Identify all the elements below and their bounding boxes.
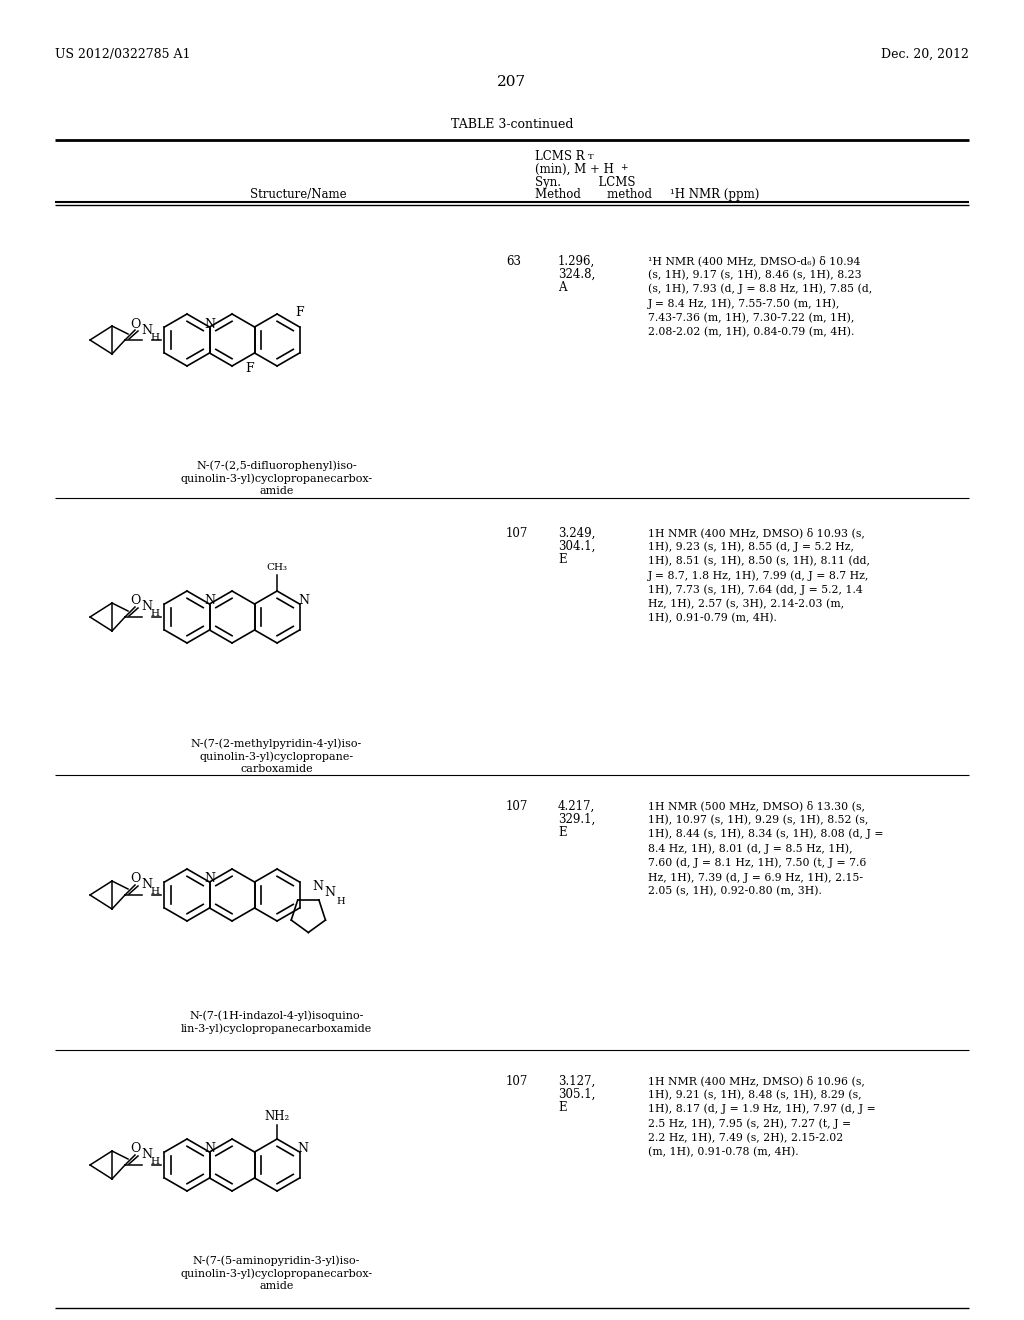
Text: N: N <box>204 1143 215 1155</box>
Text: NH₂: NH₂ <box>264 1110 290 1123</box>
Text: N: N <box>141 879 153 891</box>
Text: 1H NMR (400 MHz, DMSO) δ 10.93 (s,
1H), 9.23 (s, 1H), 8.55 (d, J = 5.2 Hz,
1H), : 1H NMR (400 MHz, DMSO) δ 10.93 (s, 1H), … <box>648 527 870 623</box>
Text: H: H <box>151 610 160 619</box>
Text: E: E <box>558 1101 566 1114</box>
Text: N: N <box>141 323 153 337</box>
Text: 305.1,: 305.1, <box>558 1088 595 1101</box>
Text: H: H <box>151 1158 160 1167</box>
Text: N: N <box>141 601 153 614</box>
Text: A: A <box>558 281 566 294</box>
Text: 107: 107 <box>506 1074 528 1088</box>
Text: N-(7-(2-methylpyridin-4-yl)iso-: N-(7-(2-methylpyridin-4-yl)iso- <box>190 738 362 748</box>
Text: 207: 207 <box>498 75 526 88</box>
Text: O: O <box>130 318 140 330</box>
Text: 3.127,: 3.127, <box>558 1074 595 1088</box>
Text: amide: amide <box>259 486 294 496</box>
Text: N: N <box>141 1148 153 1162</box>
Text: TABLE 3-continued: TABLE 3-continued <box>451 117 573 131</box>
Text: ¹H NMR (ppm): ¹H NMR (ppm) <box>670 187 760 201</box>
Text: 4.217,: 4.217, <box>558 800 595 813</box>
Text: (min), M + H: (min), M + H <box>535 162 613 176</box>
Text: 107: 107 <box>506 800 528 813</box>
Text: N-(7-(5-aminopyridin-3-yl)iso-: N-(7-(5-aminopyridin-3-yl)iso- <box>193 1255 360 1266</box>
Text: O: O <box>130 1143 140 1155</box>
Text: E: E <box>558 826 566 840</box>
Text: 1H NMR (400 MHz, DMSO) δ 10.96 (s,
1H), 9.21 (s, 1H), 8.48 (s, 1H), 8.29 (s,
1H): 1H NMR (400 MHz, DMSO) δ 10.96 (s, 1H), … <box>648 1074 876 1156</box>
Text: F: F <box>245 363 254 375</box>
Text: +: + <box>620 162 628 172</box>
Text: 3.249,: 3.249, <box>558 527 595 540</box>
Text: quinolin-3-yl)cyclopropanecarbox-: quinolin-3-yl)cyclopropanecarbox- <box>180 1269 373 1279</box>
Text: Method       method: Method method <box>535 187 652 201</box>
Text: 1H NMR (500 MHz, DMSO) δ 13.30 (s,
1H), 10.97 (s, 1H), 9.29 (s, 1H), 8.52 (s,
1H: 1H NMR (500 MHz, DMSO) δ 13.30 (s, 1H), … <box>648 800 884 896</box>
Text: O: O <box>130 594 140 607</box>
Text: Dec. 20, 2012: Dec. 20, 2012 <box>881 48 969 61</box>
Text: 324.8,: 324.8, <box>558 268 595 281</box>
Text: 107: 107 <box>506 527 528 540</box>
Text: H: H <box>151 333 160 342</box>
Text: H: H <box>336 898 345 906</box>
Text: N: N <box>297 1143 308 1155</box>
Text: O: O <box>130 873 140 886</box>
Text: 1.296,: 1.296, <box>558 255 595 268</box>
Text: N: N <box>204 594 215 607</box>
Text: quinolin-3-yl)cyclopropanecarbox-: quinolin-3-yl)cyclopropanecarbox- <box>180 473 373 483</box>
Text: E: E <box>558 553 566 566</box>
Text: US 2012/0322785 A1: US 2012/0322785 A1 <box>55 48 190 61</box>
Text: ¹H NMR (400 MHz, DMSO-d₆) δ 10.94
(s, 1H), 9.17 (s, 1H), 8.46 (s, 1H), 8.23
(s, : ¹H NMR (400 MHz, DMSO-d₆) δ 10.94 (s, 1H… <box>648 255 872 337</box>
Text: carboxamide: carboxamide <box>241 764 312 774</box>
Text: amide: amide <box>259 1280 294 1291</box>
Text: N: N <box>298 594 309 607</box>
Text: N: N <box>325 886 336 899</box>
Text: quinolin-3-yl)cyclopropane-: quinolin-3-yl)cyclopropane- <box>200 751 353 762</box>
Text: N-(7-(2,5-difluorophenyl)iso-: N-(7-(2,5-difluorophenyl)iso- <box>197 459 356 470</box>
Text: 304.1,: 304.1, <box>558 540 595 553</box>
Text: T: T <box>588 153 594 161</box>
Text: N-(7-(1H-indazol-4-yl)isoquino-: N-(7-(1H-indazol-4-yl)isoquino- <box>189 1010 364 1020</box>
Text: lin-3-yl)cyclopropanecarboxamide: lin-3-yl)cyclopropanecarboxamide <box>181 1023 372 1034</box>
Text: Structure/Name: Structure/Name <box>250 187 347 201</box>
Text: N: N <box>204 318 215 330</box>
Text: N: N <box>204 873 215 886</box>
Text: Syn.          LCMS: Syn. LCMS <box>535 176 636 189</box>
Text: 329.1,: 329.1, <box>558 813 595 826</box>
Text: CH₃: CH₃ <box>266 564 288 573</box>
Text: N: N <box>312 880 324 894</box>
Text: F: F <box>295 306 304 319</box>
Text: 63: 63 <box>506 255 521 268</box>
Text: LCMS R: LCMS R <box>535 150 585 162</box>
Text: H: H <box>151 887 160 896</box>
